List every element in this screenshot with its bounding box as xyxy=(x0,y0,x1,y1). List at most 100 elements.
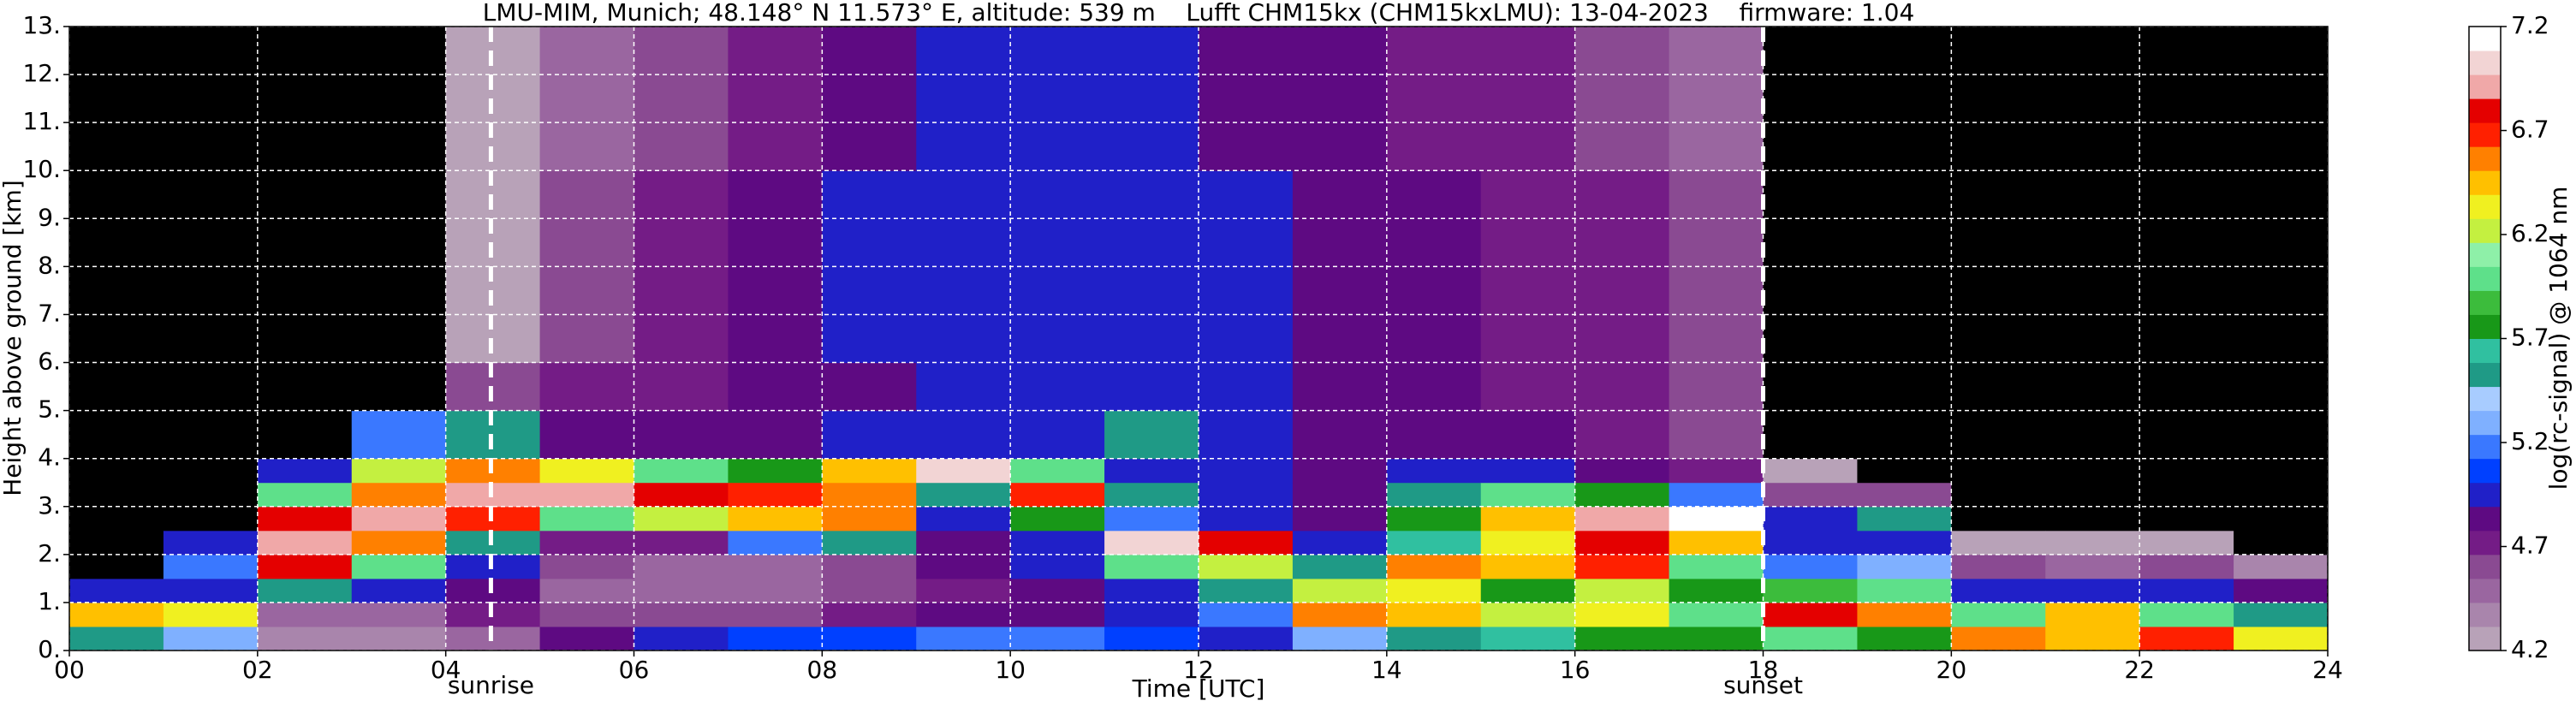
heat-cell xyxy=(1199,170,1294,267)
heat-cell xyxy=(351,482,447,508)
heat-cell xyxy=(539,554,634,579)
heat-cell xyxy=(2139,410,2234,460)
heat-cell xyxy=(1574,458,1670,484)
colorbar-segment xyxy=(2469,482,2501,508)
heat-cell xyxy=(1857,482,1952,508)
x-tick-label: 02 xyxy=(242,656,273,684)
heat-cell xyxy=(2045,554,2140,579)
plot-frame xyxy=(68,26,2329,651)
heat-cell xyxy=(2139,530,2234,556)
heat-cell xyxy=(69,506,164,532)
heat-cell xyxy=(1669,362,1764,412)
heat-cell xyxy=(1010,530,1105,556)
heat-cell xyxy=(1669,506,1764,532)
heat-cell xyxy=(1857,458,1952,484)
heat-cell xyxy=(2234,362,2329,412)
heat-cell xyxy=(1292,266,1388,364)
colorbar-segment xyxy=(2469,386,2501,412)
heat-cell xyxy=(1480,530,1576,556)
heat-cell xyxy=(728,626,823,651)
heat-cell xyxy=(916,27,1011,171)
heat-cell xyxy=(1292,530,1388,556)
heat-cell xyxy=(1199,506,1294,532)
heat-cell xyxy=(1763,410,1858,460)
heat-cell xyxy=(2139,458,2234,484)
heat-cell xyxy=(257,578,353,603)
y-tick-label: 11. xyxy=(22,107,61,135)
y-tick-label: 2. xyxy=(38,539,61,567)
heat-cell xyxy=(1857,530,1952,556)
colorbar-segment xyxy=(2469,626,2501,651)
colorbar-segment xyxy=(2469,50,2501,75)
heat-cell xyxy=(916,410,1011,460)
heat-cell xyxy=(728,554,823,579)
heat-cell xyxy=(1574,27,1670,171)
heat-cell xyxy=(2045,578,2140,603)
heat-cell xyxy=(163,626,259,651)
heat-cell xyxy=(1010,554,1105,579)
colorbar-segment xyxy=(2469,218,2501,243)
colorbar-segment xyxy=(2469,314,2501,339)
heat-cell xyxy=(1951,482,2046,508)
heat-cell xyxy=(351,266,447,364)
heat-cell xyxy=(351,578,447,603)
colorbar-segment xyxy=(2469,98,2501,123)
colorbar-segment xyxy=(2469,410,2501,436)
heat-cell xyxy=(634,410,729,460)
heat-cell xyxy=(1199,362,1294,412)
heat-cell xyxy=(539,482,634,508)
heat-cell xyxy=(1104,506,1199,532)
heat-cell xyxy=(1199,602,1294,627)
heat-cell xyxy=(1010,27,1105,171)
y-axis-label: Height above ground [km] xyxy=(0,180,27,496)
heat-cell xyxy=(2139,578,2234,603)
heat-cell xyxy=(1010,602,1105,627)
heat-cell xyxy=(1199,554,1294,579)
colorbar-segment xyxy=(2469,194,2501,219)
heat-cell xyxy=(1669,170,1764,267)
heat-cell xyxy=(634,458,729,484)
heat-cell xyxy=(163,458,259,484)
heat-cell xyxy=(1386,554,1482,579)
heat-cell xyxy=(2139,27,2234,171)
y-tick-label: 3. xyxy=(38,491,61,520)
x-tick-label: 24 xyxy=(2312,656,2343,684)
heat-cell xyxy=(1669,554,1764,579)
heat-cell xyxy=(1857,410,1952,460)
heat-cell xyxy=(1669,27,1764,171)
x-tick-label: 08 xyxy=(807,656,838,684)
heat-cell xyxy=(2234,554,2329,579)
heat-cell xyxy=(257,626,353,651)
heat-cell xyxy=(1386,482,1482,508)
colorbar-segment xyxy=(2469,290,2501,315)
heat-cell xyxy=(2234,626,2329,651)
heat-cell xyxy=(1857,506,1952,532)
heat-cell xyxy=(2234,482,2329,508)
heat-cell xyxy=(2234,458,2329,484)
heat-cell xyxy=(2045,602,2140,627)
heat-cell xyxy=(2045,506,2140,532)
heat-cell xyxy=(1199,482,1294,508)
heat-cell xyxy=(1574,506,1670,532)
heat-cell xyxy=(822,362,917,412)
heat-cell xyxy=(1104,530,1199,556)
heat-cell xyxy=(1010,410,1105,460)
heat-cell xyxy=(2139,506,2234,532)
colorbar-segment xyxy=(2469,602,2501,627)
colorbar-label: log(rc-signal) @ 1064 nm xyxy=(2544,187,2573,490)
heat-cell xyxy=(1480,27,1576,171)
heat-cell xyxy=(1480,578,1576,603)
heat-cell xyxy=(1857,602,1952,627)
heat-cell xyxy=(1292,458,1388,484)
heat-cell xyxy=(1669,626,1764,651)
heat-cell xyxy=(163,362,259,412)
heat-cell xyxy=(1386,410,1482,460)
heat-cell xyxy=(634,530,729,556)
heat-cell xyxy=(1951,458,2046,484)
heat-cell xyxy=(1574,578,1670,603)
heat-cell xyxy=(728,578,823,603)
heat-cell xyxy=(1480,482,1576,508)
heat-cell xyxy=(1574,554,1670,579)
heat-cell xyxy=(69,482,164,508)
x-tick-label: 18 xyxy=(1748,656,1779,684)
